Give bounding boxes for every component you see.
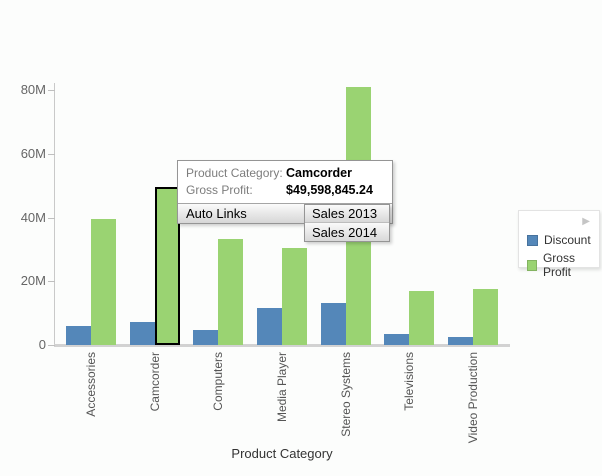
y-tick-label: 0 [38, 337, 46, 352]
x-label-camcorder: Camcorder [147, 352, 162, 412]
bar-discount-stereo-systems[interactable] [320, 302, 346, 345]
legend-swatch-gross-profit [527, 259, 537, 271]
y-axis-line [54, 83, 55, 347]
bar-gross-profit-televisions[interactable] [409, 291, 435, 345]
tooltip-field-value: $49,598,845.24 [286, 183, 373, 197]
y-tick-label: 60M [20, 145, 46, 161]
bar-discount-accessories[interactable] [66, 326, 92, 345]
x-label-computers: Computers [211, 352, 226, 411]
legend-items: Discount Gross Profit [527, 233, 599, 279]
bar-discount-computers[interactable] [193, 330, 219, 345]
legend[interactable]: ▶ Discount Gross Profit [518, 210, 600, 279]
x-axis-title: Product Category [231, 446, 333, 461]
bar-gross-profit-media-player[interactable] [281, 248, 307, 345]
tooltip-field-value: Camcorder [286, 166, 352, 180]
legend-item-label: Discount [544, 233, 591, 247]
legend-item-discount[interactable]: Discount [527, 233, 599, 247]
bar-gross-profit-camcorder[interactable] [154, 186, 180, 345]
bar-discount-media-player[interactable] [256, 308, 282, 345]
legend-item-label: Gross Profit [542, 251, 575, 279]
y-tick-mark [48, 281, 55, 283]
y-tick-mark [48, 153, 55, 155]
x-label-media-player: Media Player [274, 352, 289, 423]
bar-discount-video-production[interactable] [447, 336, 473, 345]
legend-swatch-discount [527, 234, 538, 246]
bar-gross-profit-accessories[interactable] [91, 218, 117, 345]
x-axis-line [54, 344, 510, 347]
menu-item-sales-2013[interactable]: Sales 2013 [305, 205, 389, 223]
y-tick-mark [48, 217, 55, 219]
y-tick-mark [48, 345, 55, 346]
y-tick-label: 80M [20, 82, 46, 97]
bar-gross-profit-computers[interactable] [218, 239, 244, 345]
tooltip-field-label: Gross Profit: [186, 183, 253, 197]
x-label-video-production: Video Production [465, 352, 480, 444]
menu-item-sales-2014[interactable]: Sales 2014 [305, 223, 389, 241]
tooltip-field-label: Product Category: [186, 166, 283, 180]
y-tick-label: 40M [20, 209, 46, 225]
y-tick-label: 20M [20, 273, 46, 289]
bar-discount-camcorder[interactable] [129, 321, 155, 345]
bar-gross-profit-video-production[interactable] [472, 288, 498, 345]
x-label-televisions: Televisions [402, 352, 417, 411]
legend-item-gross-profit[interactable]: Gross Profit [527, 251, 599, 279]
y-tick-mark [48, 90, 55, 91]
legend-collapse-arrow-icon[interactable]: ▶ [582, 216, 590, 227]
x-label-stereo-systems: Stereo Systems [338, 352, 353, 437]
datapoint-tooltip: Product Category: Camcorder Gross Profit: $… [177, 160, 393, 242]
bar-discount-televisions[interactable] [384, 333, 410, 345]
tooltip-info: Product Category: Camcorder Gross Profit: $… [178, 161, 392, 203]
auto-links-submenu: Sales 2013 Sales 2014 [304, 204, 390, 242]
x-label-accessories: Accessories [84, 352, 99, 417]
menu-item-auto-links-label: Auto Links [186, 206, 247, 221]
